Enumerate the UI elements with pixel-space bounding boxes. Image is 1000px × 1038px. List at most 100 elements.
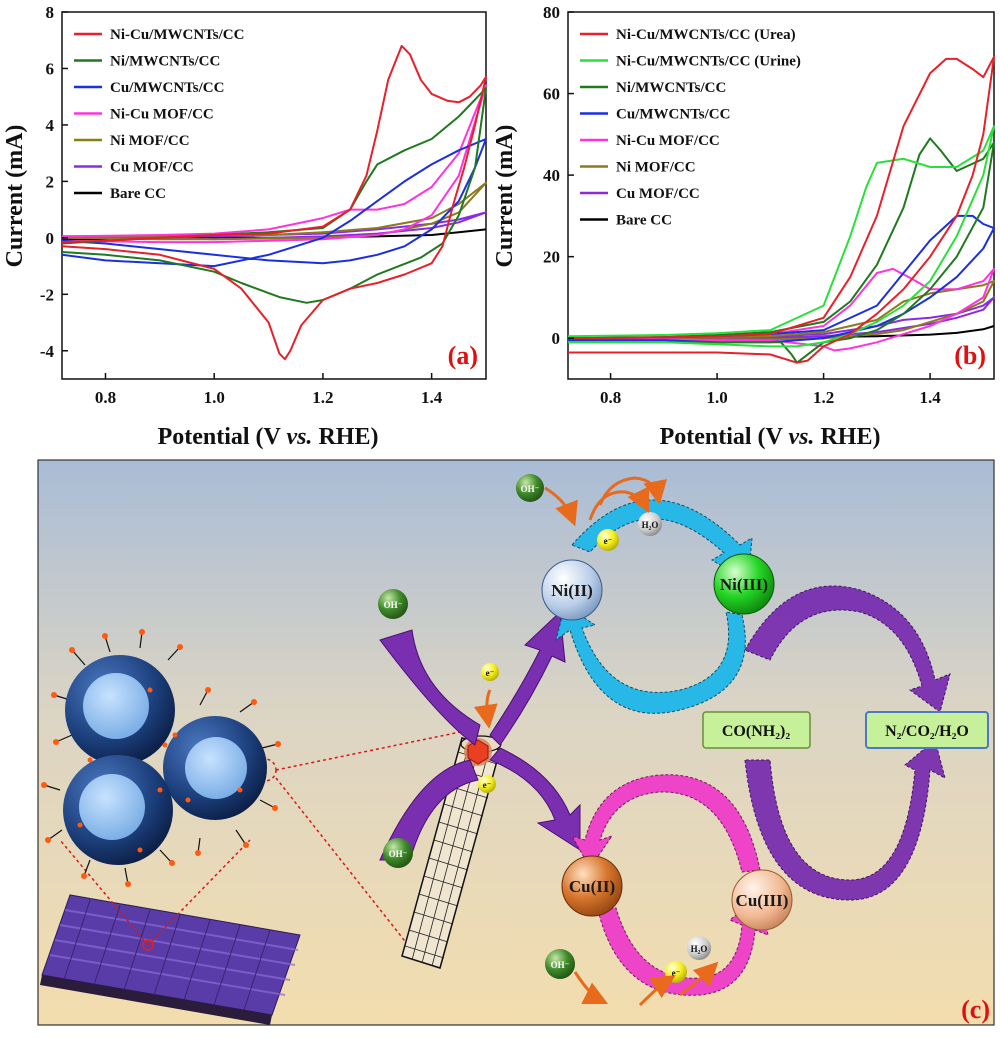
y-tick-label: 8 <box>46 3 55 22</box>
hydroxide-ion-top: OH⁻ <box>516 474 544 502</box>
y-tick-label: 4 <box>46 116 55 135</box>
orange-transfer-arrows <box>473 476 719 1007</box>
svg-text:e⁻: e⁻ <box>486 668 495 678</box>
panel-a-x-ticks: 0.8 1.0 1.2 1.4 <box>95 373 443 407</box>
panel-a-plot-frame <box>61 11 487 380</box>
panel-a-label: (a) <box>448 341 478 370</box>
y-tick-label: 2 <box>46 172 55 191</box>
electron-middle-bottom: e⁻ <box>478 775 496 793</box>
panel-a-y-ticks: -4 -2 0 2 4 6 8 <box>40 3 68 361</box>
panel-a-x-axis-title: Potential (V vs. RHE) <box>158 424 379 450</box>
svg-text:e⁻: e⁻ <box>483 780 492 790</box>
y-tick-label: -2 <box>40 285 54 304</box>
svg-text:H₂O: H₂O <box>691 944 708 954</box>
x-tick-label: 0.8 <box>95 388 116 407</box>
panel-a-series-group <box>61 44 487 361</box>
svg-text:e⁻: e⁻ <box>672 968 681 978</box>
x-tick-label: 1.0 <box>204 388 225 407</box>
legend-label: Ni-Cu MOF/CC <box>616 133 720 149</box>
legend-label: Ni MOF/CC <box>616 160 696 176</box>
svg-text:OH⁻: OH⁻ <box>384 600 403 610</box>
urea-reactant-box: CO(NH₂)₂ <box>702 711 811 749</box>
zoom-guide-lines <box>59 729 471 946</box>
panel-b-label: (b) <box>954 341 986 370</box>
species-cu3: Cu(III) <box>731 869 793 931</box>
x-tick-label: 1.0 <box>706 388 727 407</box>
purple-arc-arrows <box>379 610 581 861</box>
panel-c-label: (c) <box>961 995 990 1024</box>
y-tick-label: 20 <box>543 248 560 267</box>
series-line-cu-mwcnts-cc <box>61 138 487 268</box>
svg-text:OH⁻: OH⁻ <box>551 960 570 970</box>
legend-label: Ni/MWCNTs/CC <box>110 54 220 70</box>
hydroxide-ion-bottom: OH⁻ <box>545 949 575 979</box>
product-label: N₂/CO₂/H₂O <box>885 723 969 740</box>
x-tick-label: 1.2 <box>813 388 834 407</box>
x-tick-label: 0.8 <box>600 388 621 407</box>
legend-label: Cu/MWCNTs/CC <box>110 80 224 96</box>
series-line-ni-cu-mwcnts-cc <box>61 44 487 361</box>
legend-label: Cu MOF/CC <box>110 160 194 176</box>
panel-b-y-ticks: 0 20 40 60 80 <box>543 3 574 348</box>
electron-middle-top: e⁻ <box>481 663 499 681</box>
carbon-cloth-illustration <box>40 894 301 1025</box>
species-ni3-label: Ni(III) <box>720 575 768 594</box>
x-tick-label: 1.2 <box>312 388 333 407</box>
legend-label: Ni-Cu MOF/CC <box>110 107 214 123</box>
species-ni3: Ni(III) <box>713 553 775 615</box>
species-cu2: Cu(II) <box>561 855 623 917</box>
electron-top: e⁻ <box>597 529 619 551</box>
urea-oxidation-arc-arrows <box>744 585 951 901</box>
panel-b-x-axis-title: Potential (V vs. RHE) <box>660 424 881 450</box>
y-tick-label: -4 <box>40 342 55 361</box>
y-tick-label: 80 <box>543 3 560 22</box>
legend-label: Ni/MWCNTs/CC <box>616 80 726 96</box>
panel-a-y-axis-title: Current (mA) <box>2 125 28 268</box>
series-line-cu-mwcnts-cc <box>567 214 995 344</box>
hydroxide-ion-left-top: OH⁻ <box>378 589 408 619</box>
urea-reactant-label: CO(NH₂)₂ <box>722 723 790 740</box>
legend-label: Ni-Cu/MWCNTs/CC <box>110 27 244 43</box>
legend-label: Cu/MWCNTs/CC <box>616 107 730 123</box>
series-line-ni-mwcnts-cc <box>567 137 995 364</box>
x-tick-label: 1.4 <box>919 388 941 407</box>
series-line-ni-cu-mof-cc <box>61 84 487 244</box>
mof-particles-illustration <box>41 629 281 887</box>
legend-label: Ni-Cu/MWCNTs/CC (Urea) <box>616 27 796 43</box>
panel-b-series-group <box>567 55 995 364</box>
svg-text:OH⁻: OH⁻ <box>389 849 408 859</box>
electron-bottom: e⁻ <box>665 961 687 983</box>
svg-text:H₂O: H₂O <box>642 520 659 530</box>
panel-a-legend: Ni-Cu/MWCNTs/CC Ni/MWCNTs/CC Cu/MWCNTs/CC N… <box>74 27 244 202</box>
y-tick-label: 40 <box>543 166 560 185</box>
water-top: H₂O <box>638 512 662 536</box>
panel-b-chart: 0.8 1.0 1.2 1.4 0 20 40 60 80 Ni-Cu/MWCNTs/CC (… <box>492 3 995 450</box>
x-tick-label: 1.4 <box>421 388 443 407</box>
svg-text:e⁻: e⁻ <box>604 536 613 546</box>
panel-b-legend: Ni-Cu/MWCNTs/CC (Urea) Ni-Cu/MWCNTs/CC (U… <box>580 27 801 229</box>
series-line-ni-cu-mwcnts-cc-urea <box>567 55 995 364</box>
legend-label: Ni-Cu/MWCNTs/CC (Urine) <box>616 54 801 70</box>
series-line-ni-mof-cc <box>567 280 995 341</box>
legend-label: Cu MOF/CC <box>616 186 700 202</box>
product-box: N₂/CO₂/H₂O <box>865 711 989 749</box>
species-ni2-label: Ni(II) <box>551 581 593 600</box>
legend-label: Ni MOF/CC <box>110 133 190 149</box>
legend-label: Bare CC <box>616 213 672 229</box>
y-tick-label: 0 <box>46 229 55 248</box>
svg-text:OH⁻: OH⁻ <box>521 484 540 494</box>
water-bottom: H₂O <box>687 936 711 960</box>
series-line-ni-cu-mwcnts-cc-urine <box>567 125 995 348</box>
panel-b-y-axis-title: Current (mA) <box>492 125 518 268</box>
panel-c-schematic: CO(NH₂)₂ N₂/CO₂/H₂O Ni(II) Ni(III) Cu(II… <box>37 459 995 1026</box>
panel-b-x-ticks: 0.8 1.0 1.2 1.4 <box>600 373 941 407</box>
species-cu3-label: Cu(III) <box>736 891 789 910</box>
species-cu2-label: Cu(II) <box>569 877 615 896</box>
species-ni2: Ni(II) <box>541 559 603 621</box>
hydroxide-ion-left-bottom: OH⁻ <box>383 838 413 868</box>
y-tick-label: 6 <box>46 59 55 78</box>
y-tick-label: 0 <box>552 329 561 348</box>
